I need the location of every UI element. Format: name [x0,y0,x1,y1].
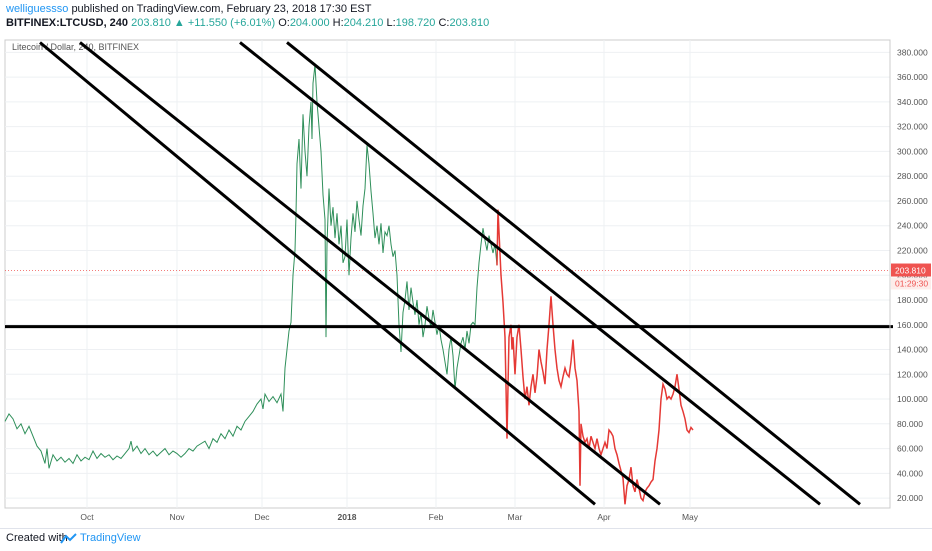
y-tick-label: 100.000 [897,394,928,404]
x-tick-label: 2018 [338,512,357,522]
open-value: 204.000 [289,17,330,29]
publish-info: welliguessso published on TradingView.co… [6,3,371,15]
y-tick-label: 160.000 [897,320,928,330]
x-tick-label: Apr [597,512,610,522]
y-tick-label: 280.000 [897,171,928,181]
close-value: 203.810 [449,17,490,29]
tradingview-link[interactable]: TradingView [80,532,141,544]
y-tick-label: 180.000 [897,295,928,305]
last-price-badge [891,263,931,277]
chart-header: welliguessso published on TradingView.co… [0,0,932,32]
y-tick-label: 20.000 [897,493,923,503]
x-tick-label: May [682,512,699,522]
y-tick-label: 240.000 [897,221,928,231]
y-tick-label: 120.000 [897,369,928,379]
y-tick-label: 220.000 [897,245,928,255]
channel-trendline[interactable] [286,41,861,506]
created-with-label: Created with [6,532,68,544]
high-label: H: [332,17,344,29]
price-chart[interactable]: 380.000 360.000 340.000 320.000 300.000 280.0… [0,32,932,528]
y-tick-label: 260.000 [897,196,928,206]
last-price: 203.810 [131,17,171,29]
y-tick-label: 60.000 [897,444,923,454]
y-tick-label: 320.000 [897,122,928,132]
low-label: L: [386,17,396,29]
channel-trendline[interactable] [39,41,596,506]
x-tick-label: Mar [508,512,523,522]
plot-frame [4,39,891,509]
author-link[interactable]: welliguessso [6,3,69,15]
symbol-info: BITFINEX:LTCUSD, 240 203.810 ▲ +11.550 (… [6,17,489,29]
x-tick-label: Nov [169,512,185,522]
y-tick-label: 140.000 [897,345,928,355]
price-series-line [4,64,498,469]
channel-trendline[interactable] [239,41,821,506]
publish-text: published on TradingView.com, February 2… [71,3,372,15]
open-label: O: [278,17,290,29]
x-tick-label: Dec [254,512,270,522]
y-tick-label: 80.000 [897,419,923,429]
y-tick-label: 40.000 [897,468,923,478]
projection-line [496,209,694,505]
channel-trendline[interactable] [79,41,661,506]
chart-area[interactable]: 380.000 360.000 340.000 320.000 300.000 280.0… [0,32,932,528]
symbol-label: BITFINEX:LTCUSD, 240 [6,17,129,29]
y-tick-label: 380.000 [897,47,928,57]
footer: Created with TradingView [0,528,932,551]
up-arrow-icon: ▲ [173,17,185,29]
chart-title: Litecoin / Dollar, 240, BITFINEX [12,42,139,52]
y-tick-label: 340.000 [897,97,928,107]
countdown-badge-text: 01:29:30 [895,279,928,289]
last-price-badge-text: 203.810 [895,266,926,276]
countdown-badge [891,277,931,290]
x-tick-label: Oct [80,512,94,522]
price-change: +11.550 (+6.01%) [187,17,276,29]
tradingview-logo-icon [60,533,77,544]
y-tick-label: 300.000 [897,146,928,156]
high-value: 204.210 [343,17,384,29]
low-value: 198.720 [395,17,436,29]
y-tick-label: 360.000 [897,72,928,82]
close-label: C: [438,17,450,29]
x-tick-label: Feb [429,512,444,522]
